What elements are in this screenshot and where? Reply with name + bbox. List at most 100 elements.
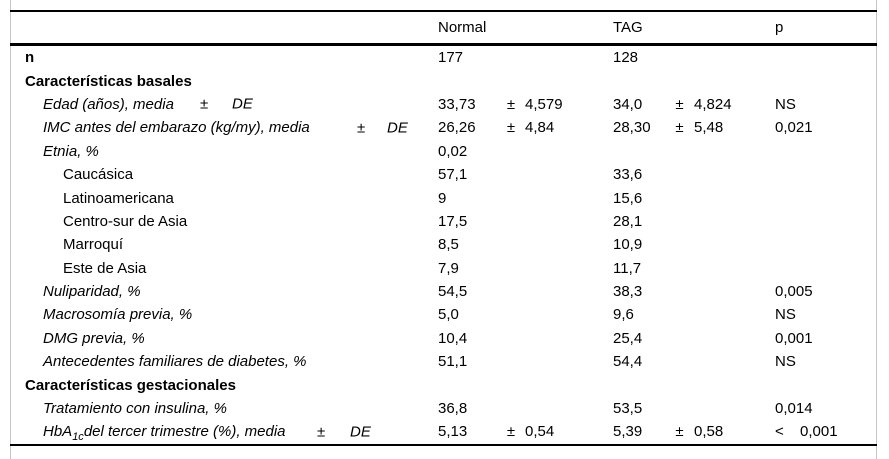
cell-normal-value: 9 [438, 189, 447, 207]
table-boundary-guide-right [876, 0, 877, 459]
row-basales: Características basales [10, 69, 877, 92]
p-value: 0,021 [775, 119, 813, 137]
row-label-text: IMC antes del embarazo (kg/my), media [43, 119, 310, 137]
p-value: NS [775, 95, 796, 113]
row-dmg: DMG previa, % 10,4 25,4 0,001 [10, 327, 877, 350]
row-label-text: Tratamiento con insulina, % [43, 400, 227, 418]
row-macrosomia: Macrosomía previa, % 5,0 9,6 NS [10, 303, 877, 326]
plus-minus-sign: ± [675, 95, 684, 113]
row-label: Caucásica [10, 166, 438, 183]
cell-tag-value: 25,4 [613, 329, 643, 347]
cell-p: 0,001 [775, 330, 877, 347]
row-label: IMC antes del embarazo (kg/my), media ± DE [10, 119, 438, 136]
sd-abbreviation: DE [232, 95, 253, 113]
cell-tag-sd: 4,824 [694, 95, 732, 113]
cell-tag-value: 9,6 [613, 306, 634, 324]
row-label: Antecedentes familiares de diabetes, % [10, 353, 438, 370]
study-characteristics-table: Normal TAG p n 177 128 Características basa… [10, 10, 877, 446]
cell-p: 0,014 [775, 400, 877, 417]
cell-normal-value: 17,5 [438, 212, 468, 230]
cell-p: NS [775, 306, 877, 323]
row-label: Latinoamericana [10, 190, 438, 207]
row-label-text: Antecedentes familiares de diabetes, % [43, 353, 307, 371]
cell-tag-value: 53,5 [613, 400, 643, 418]
cell-p: <0,001 [775, 423, 877, 440]
cell-p: NS [775, 353, 877, 370]
row-edad: Edad (años), media ± DE 33,73 ±4,579 34,0 ±4,8… [10, 93, 877, 116]
cell-normal-value: 8,5 [438, 236, 459, 254]
row-antecedentes: Antecedentes familiares de diabetes, % 51… [10, 350, 877, 373]
row-nuliparidad: Nuliparidad, % 54,5 38,3 0,005 [10, 280, 877, 303]
cell-normal-value: 5,0 [438, 306, 459, 324]
column-header-p: p [775, 19, 784, 36]
row-label-text: Características gestacionales [25, 376, 236, 394]
row-label-text: Caucásica [63, 166, 134, 184]
row-label: Macrosomía previa, % [10, 306, 438, 323]
cell-tag-value: 10,9 [613, 236, 643, 254]
row-label-text: del tercer trimestre (%), media [83, 423, 286, 441]
cell-tag-value: 54,4 [613, 353, 643, 371]
plus-minus-sign: ± [675, 423, 684, 441]
row-label-text: Etnia, % [43, 142, 99, 160]
cell-normal-value: 10,4 [438, 329, 468, 347]
row-label-text: DMG previa, % [43, 329, 145, 347]
p-value: 0,001 [800, 423, 838, 441]
plus-minus-sign: ± [357, 119, 366, 137]
row-label-text: n [25, 49, 35, 67]
cell-normal-value: 54,5 [438, 283, 468, 301]
cell-tag-value: 33,6 [613, 166, 643, 184]
row-imc: IMC antes del embarazo (kg/my), media ± DE… [10, 116, 877, 139]
plus-minus-sign: ± [317, 423, 326, 441]
cell-tag-value: 28,1 [613, 212, 643, 230]
row-marroqui: Marroquí 8,5 10,9 [10, 233, 877, 256]
cell-normal-sd: 4,84 [525, 119, 555, 137]
row-latinoamericana: Latinoamericana 9 15,6 [10, 186, 877, 209]
table-boundary-guide-left [10, 0, 11, 459]
row-label: Características gestacionales [10, 377, 438, 394]
less-than-sign: < [775, 423, 784, 441]
plus-minus-sign: ± [506, 95, 516, 113]
table-header-row: Normal TAG p [10, 12, 877, 46]
cell-normal-value: 33,73 [438, 95, 476, 113]
row-label: Tratamiento con insulina, % [10, 400, 438, 417]
row-label-text: Características basales [25, 72, 192, 90]
cell-tag-value: 15,6 [613, 189, 643, 207]
cell-normal-value: 7,9 [438, 259, 459, 277]
row-etnia: Etnia, % 0,02 [10, 140, 877, 163]
plus-minus-sign: ± [200, 95, 209, 113]
row-caucasica: Caucásica 57,1 33,6 [10, 163, 877, 186]
cell-normal-value: 0,02 [438, 142, 468, 160]
row-label: Características basales [10, 73, 438, 90]
cell-normal-value: 57,1 [438, 166, 468, 184]
cell-normal-value: 5,13 [438, 423, 468, 441]
cell-tag-value: 38,3 [613, 283, 643, 301]
cell-tag-sd: 0,58 [694, 423, 724, 441]
row-insulina: Tratamiento con insulina, % 36,8 53,5 0,014 [10, 397, 877, 420]
row-centro-sur-asia: Centro-sur de Asia 17,5 28,1 [10, 210, 877, 233]
row-label-text: Nuliparidad, % [43, 283, 141, 301]
row-hba1c: HbA1cdel tercer trimestre (%), media ± DE 5… [10, 420, 877, 443]
row-label-text: Latinoamericana [63, 189, 174, 207]
plus-minus-sign: ± [506, 119, 516, 137]
row-gestacionales: Características gestacionales [10, 373, 877, 396]
cell-p: 0,021 [775, 119, 877, 136]
cell-normal-value: 177 [438, 49, 464, 67]
cell-normal-value: 26,26 [438, 119, 476, 137]
cell-tag-value: 28,30 [613, 119, 651, 137]
column-header-tag: TAG [613, 19, 643, 36]
p-value: NS [775, 306, 796, 324]
cell-tag-value: 128 [613, 49, 639, 67]
sd-abbreviation: DE [387, 119, 408, 137]
plus-minus-sign: ± [506, 423, 516, 441]
cell-normal-sd: 4,579 [525, 95, 563, 113]
row-label: HbA1cdel tercer trimestre (%), media ± DE [10, 423, 438, 444]
row-label: Marroquí [10, 236, 438, 253]
row-label: Etnia, % [10, 143, 438, 160]
row-label: Este de Asia [10, 260, 438, 277]
row-label-text: Marroquí [63, 236, 124, 254]
column-header-normal: Normal [438, 19, 487, 36]
cell-normal-value: 51,1 [438, 353, 468, 371]
row-label-subscript: 1c [72, 431, 84, 444]
cell-p: 0,005 [775, 283, 877, 300]
row-label-text: Centro-sur de Asia [63, 212, 188, 230]
